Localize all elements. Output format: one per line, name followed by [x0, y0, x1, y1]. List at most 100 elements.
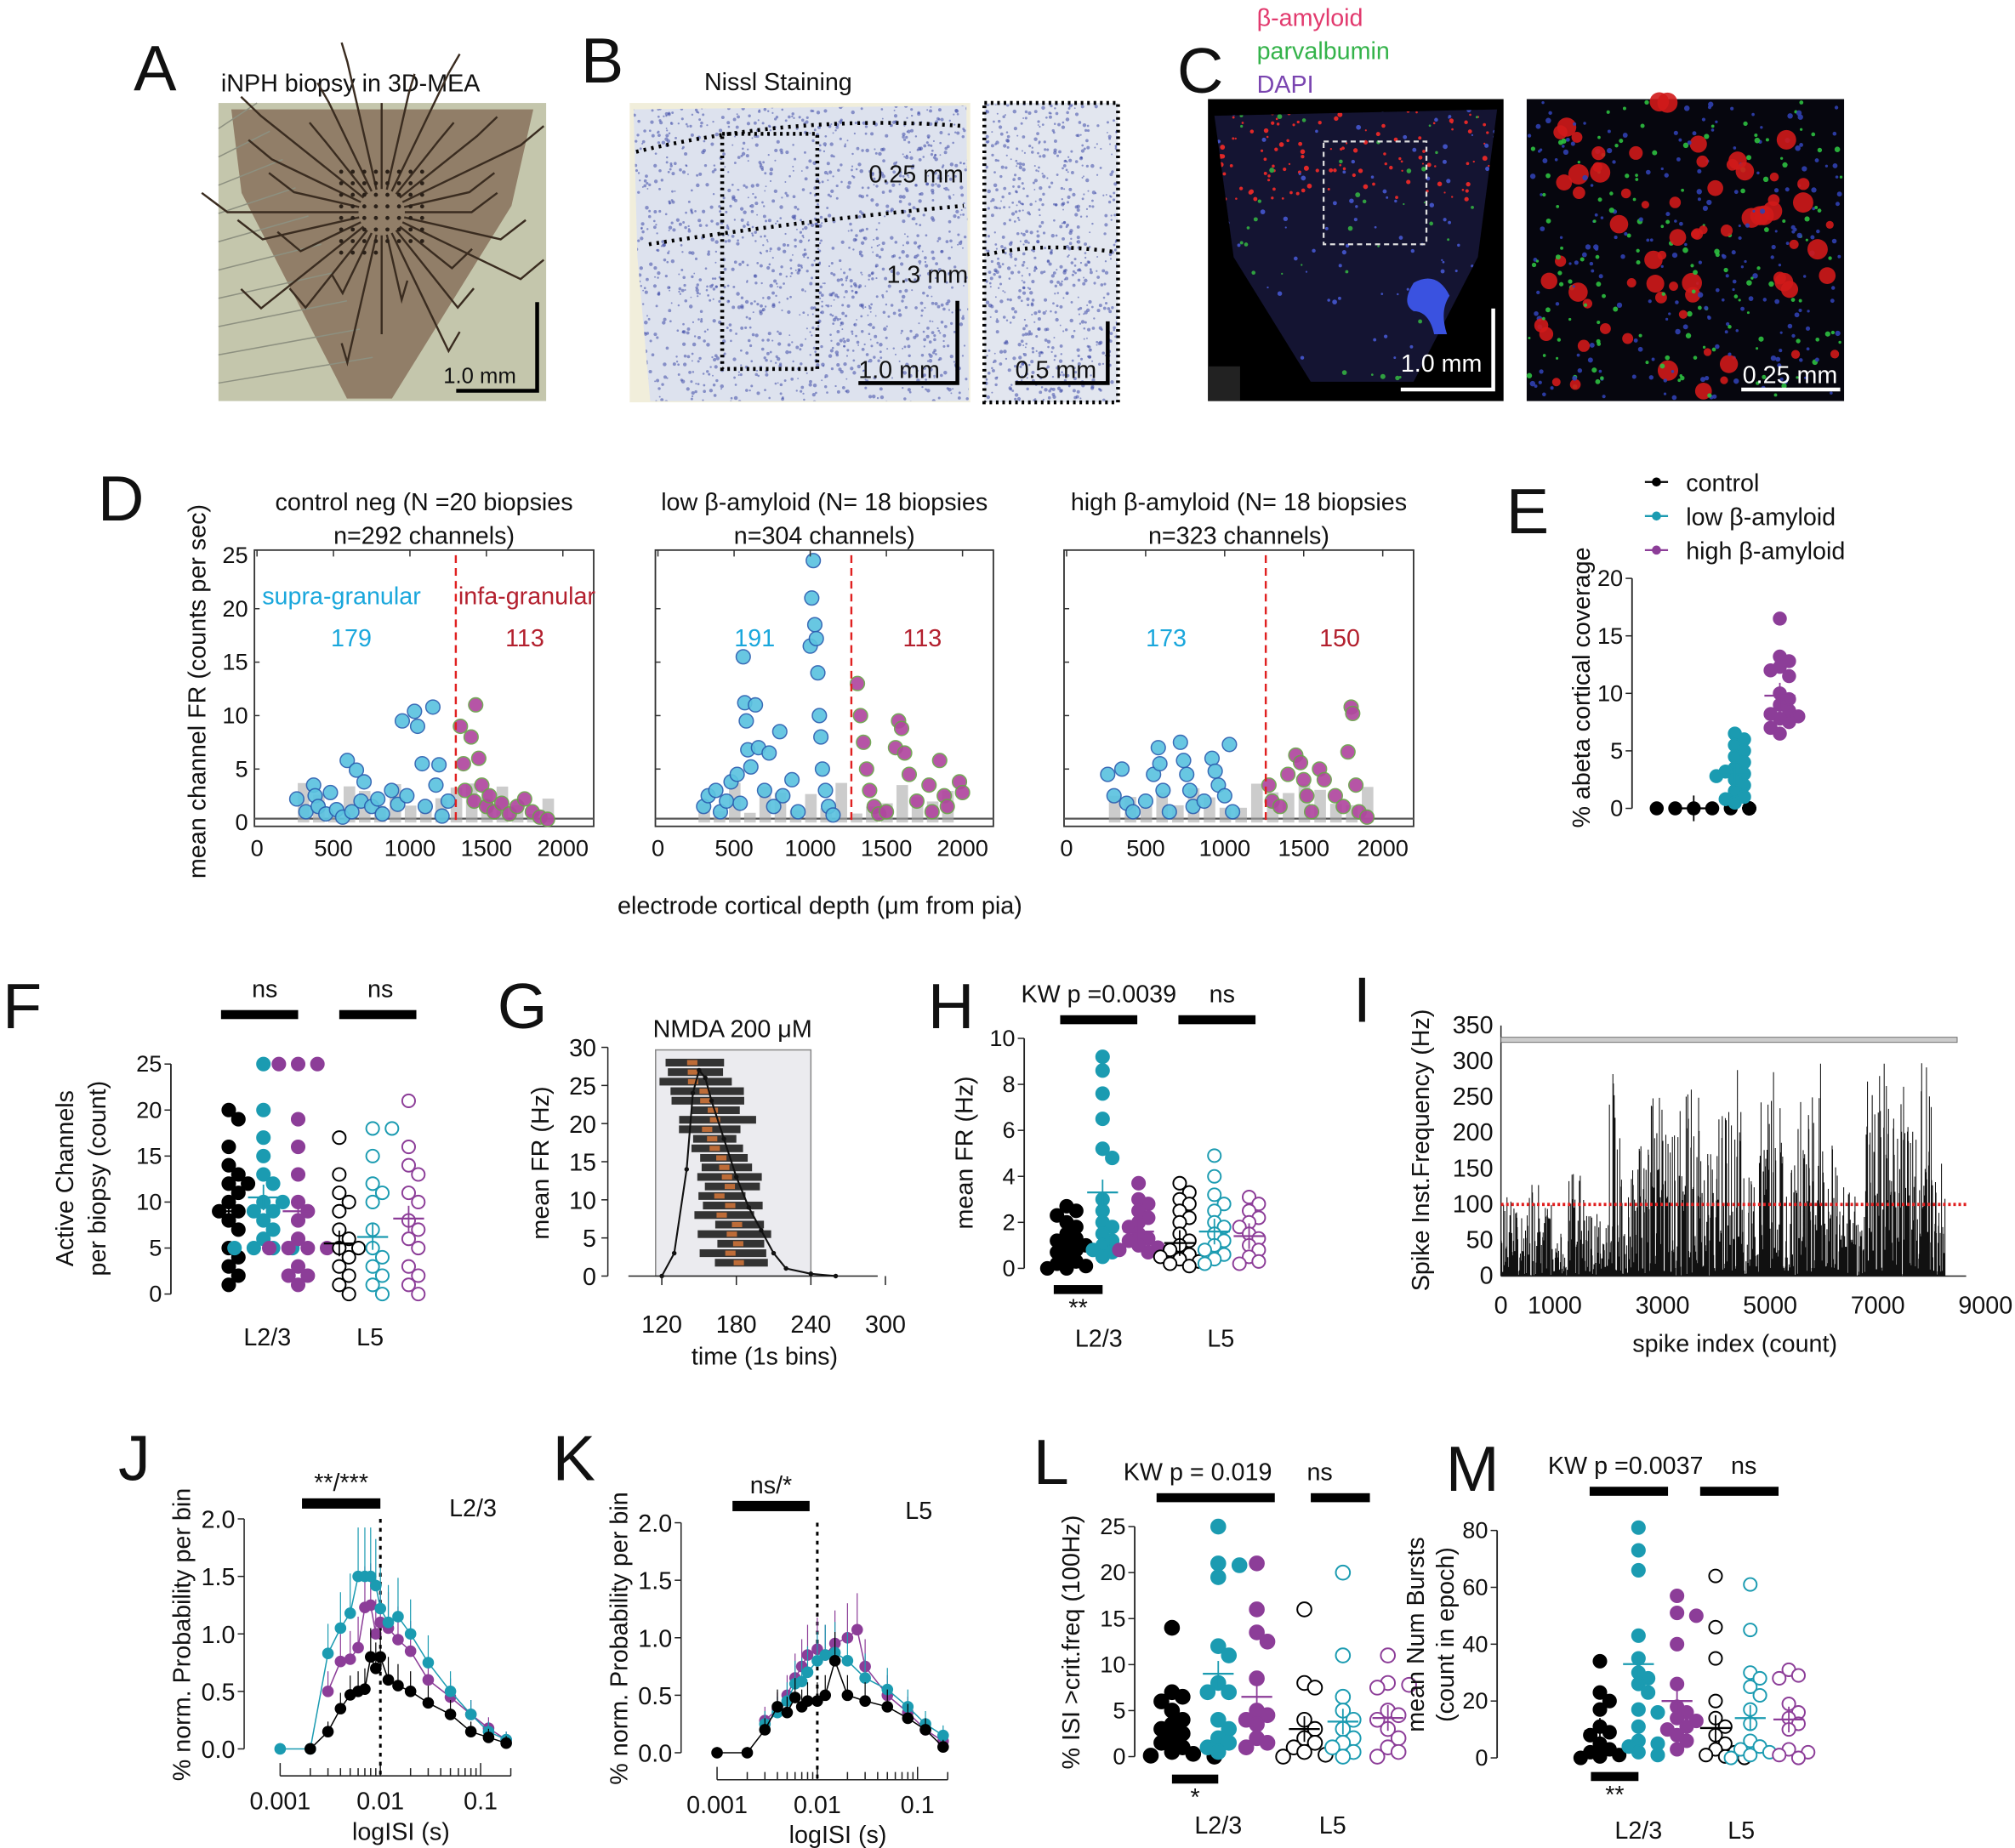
cell — [670, 302, 673, 304]
stain-dot — [1715, 287, 1720, 293]
electrode — [385, 181, 390, 185]
low-isi-point — [322, 1647, 334, 1660]
cell — [657, 141, 661, 145]
category-label: L2/3 — [1075, 1326, 1123, 1353]
cell — [826, 162, 830, 166]
stain-dot — [1450, 121, 1454, 124]
panel-m: M mean Num Bursts (count in epoch) 02040… — [1403, 1434, 1816, 1845]
stain-dot — [1715, 120, 1718, 123]
cell — [646, 181, 649, 185]
y-tick-label: 10 — [569, 1187, 596, 1214]
cell — [1050, 387, 1053, 390]
cell — [1051, 387, 1056, 391]
cell — [792, 165, 794, 168]
stain-dot — [1315, 168, 1319, 173]
stain-dot — [1461, 188, 1465, 191]
stain-dot — [1835, 202, 1840, 207]
stain-dot — [1684, 242, 1688, 247]
control-isi-point — [859, 1695, 871, 1707]
cell — [750, 204, 754, 208]
cell — [1022, 162, 1026, 167]
cell — [1022, 117, 1025, 119]
high-isi-point — [422, 1674, 435, 1686]
cell — [1069, 318, 1073, 323]
cell — [779, 205, 783, 209]
cell — [647, 317, 651, 321]
cell — [875, 277, 878, 280]
supragranular-point — [417, 799, 434, 815]
cell — [923, 373, 926, 377]
filled-data-point — [1249, 1624, 1265, 1640]
image-corner — [1208, 366, 1240, 401]
open-data-point — [1181, 1259, 1197, 1274]
cell — [998, 275, 1002, 279]
cell — [1084, 128, 1088, 133]
amyloid-plaque — [1551, 378, 1561, 387]
stain-dot — [1403, 202, 1405, 206]
stain-dot — [1754, 133, 1758, 138]
cell — [858, 250, 862, 254]
cell — [985, 248, 988, 252]
cell — [919, 224, 922, 227]
cell — [818, 242, 822, 245]
panel-letter-e: E — [1506, 476, 1549, 548]
cell — [1037, 327, 1041, 331]
cell — [1043, 270, 1046, 274]
y-tick-label: 25 — [222, 542, 248, 568]
cell — [685, 211, 687, 214]
cell — [837, 168, 840, 172]
cell — [995, 247, 999, 250]
cell — [1056, 104, 1058, 105]
cell — [797, 264, 801, 268]
stain-dot — [1312, 248, 1316, 253]
open-data-point — [411, 1240, 426, 1256]
cell — [1016, 190, 1018, 194]
stain-dot — [1446, 179, 1451, 184]
histogram-bar — [404, 805, 417, 823]
cell — [1096, 270, 1098, 272]
electrode — [339, 239, 344, 243]
stain-dot — [1815, 337, 1820, 342]
cell — [903, 397, 907, 401]
electrode-trace — [390, 53, 461, 192]
cell — [1058, 359, 1063, 363]
electrode — [361, 250, 367, 255]
cell — [883, 327, 887, 332]
stain-dot — [1752, 273, 1758, 279]
raster-peak — [726, 1231, 737, 1237]
cell — [876, 341, 879, 344]
stain-dot — [1300, 149, 1306, 155]
cell — [996, 376, 999, 378]
cell — [906, 337, 910, 341]
cell — [931, 198, 935, 202]
cell — [747, 338, 751, 343]
cell — [940, 303, 944, 307]
y-tick-label: 20 — [222, 595, 248, 622]
cell — [1013, 365, 1017, 368]
cell — [1055, 203, 1058, 207]
cell — [640, 226, 643, 230]
cell — [907, 213, 911, 218]
raster-peak — [708, 1107, 719, 1113]
stain-dot — [1606, 110, 1610, 114]
stain-dot — [1582, 174, 1588, 181]
control-isi-point — [359, 1683, 371, 1695]
cell — [1055, 234, 1058, 237]
cell — [849, 279, 853, 283]
open-data-point — [374, 1186, 390, 1201]
stain-dot — [1612, 160, 1616, 164]
supragranular-point — [708, 782, 724, 799]
stain-dot — [1272, 187, 1276, 191]
open-data-point — [1163, 1256, 1178, 1271]
cell — [946, 344, 950, 348]
cell — [843, 344, 846, 348]
control-isi-point — [828, 1655, 841, 1667]
cell — [1073, 377, 1077, 381]
infragranular-point — [897, 745, 913, 761]
high-isi-point — [322, 1686, 334, 1697]
cell — [928, 285, 932, 289]
cell — [985, 280, 988, 283]
stain-dot — [1286, 139, 1289, 143]
cell — [1116, 333, 1117, 336]
depth-label-025: 0.25 mm — [868, 162, 964, 189]
